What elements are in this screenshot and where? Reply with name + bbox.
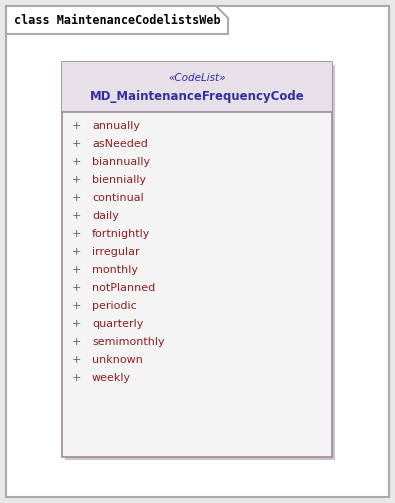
Text: +: +	[71, 337, 81, 347]
Text: +: +	[71, 355, 81, 365]
Text: irregular: irregular	[92, 247, 139, 257]
Text: class MaintenanceCodelistsWeb: class MaintenanceCodelistsWeb	[14, 14, 221, 27]
Text: continual: continual	[92, 193, 144, 203]
Polygon shape	[6, 6, 228, 34]
Text: quarterly: quarterly	[92, 319, 143, 329]
Text: +: +	[71, 211, 81, 221]
Text: +: +	[71, 229, 81, 239]
Text: +: +	[71, 175, 81, 185]
Text: unknown: unknown	[92, 355, 143, 365]
Text: «CodeList»: «CodeList»	[168, 73, 226, 83]
Text: biannually: biannually	[92, 157, 150, 167]
Text: fortnightly: fortnightly	[92, 229, 150, 239]
Text: +: +	[71, 157, 81, 167]
Text: +: +	[71, 139, 81, 149]
Text: +: +	[71, 373, 81, 383]
FancyBboxPatch shape	[62, 62, 332, 112]
Text: semimonthly: semimonthly	[92, 337, 165, 347]
Text: biennially: biennially	[92, 175, 146, 185]
FancyBboxPatch shape	[65, 65, 335, 460]
Text: +: +	[71, 301, 81, 311]
FancyBboxPatch shape	[62, 62, 332, 457]
Text: +: +	[71, 193, 81, 203]
Text: +: +	[71, 265, 81, 275]
Text: periodic: periodic	[92, 301, 137, 311]
Text: notPlanned: notPlanned	[92, 283, 155, 293]
Text: +: +	[71, 121, 81, 131]
Text: monthly: monthly	[92, 265, 138, 275]
Text: asNeeded: asNeeded	[92, 139, 148, 149]
Text: daily: daily	[92, 211, 119, 221]
Text: +: +	[71, 247, 81, 257]
Text: +: +	[71, 283, 81, 293]
Text: +: +	[71, 319, 81, 329]
Text: MD_MaintenanceFrequencyCode: MD_MaintenanceFrequencyCode	[90, 90, 305, 103]
FancyBboxPatch shape	[6, 6, 389, 497]
Text: weekly: weekly	[92, 373, 131, 383]
Text: annually: annually	[92, 121, 140, 131]
